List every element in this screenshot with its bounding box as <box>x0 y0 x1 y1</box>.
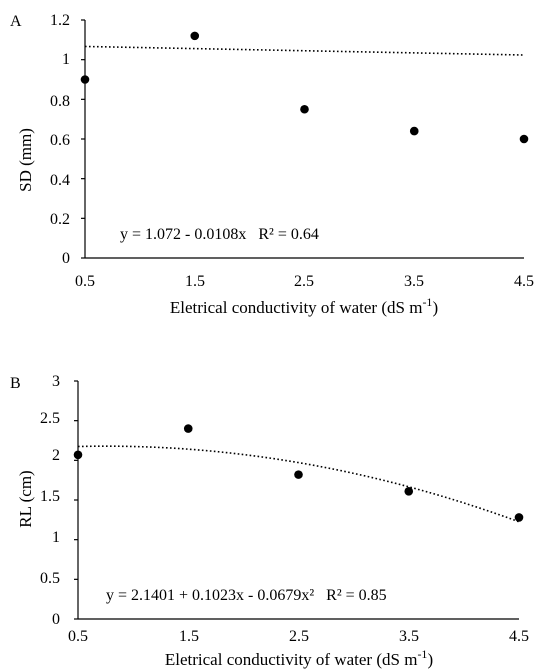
data-point <box>519 134 529 144</box>
y-tick-label: 0.5 <box>40 570 60 587</box>
y-tick-labels-b: 0 0.5 1 1.5 2 2.5 3 <box>40 373 60 628</box>
data-point <box>294 470 303 479</box>
x-tick-label: 1.5 <box>185 273 205 290</box>
x-tick-label: 3.5 <box>399 628 419 645</box>
data-point <box>514 513 524 522</box>
x-tick-label: 1.5 <box>179 628 199 645</box>
y-tick-label: 0.8 <box>50 93 70 110</box>
y-tick-label: 0.2 <box>50 211 70 228</box>
x-tick-label: 3.5 <box>404 273 424 290</box>
data-point <box>404 486 414 496</box>
panel-label-a: A <box>10 13 22 30</box>
x-tick-label: 4.5 <box>514 273 534 290</box>
data-point <box>80 75 90 84</box>
regression-equation-a: y = 1.072 - 0.0108x R² = 0.64 <box>120 226 319 243</box>
y-tick-label: 1 <box>62 51 70 68</box>
y-tick-labels-a: 0 0.2 0.4 0.6 0.8 1 1.2 <box>50 12 70 267</box>
data-point <box>409 126 419 136</box>
data-point <box>190 31 200 41</box>
y-tick-label: 1.2 <box>50 12 70 29</box>
data-point <box>183 424 193 433</box>
y-axis-label-b: RL (cm) <box>16 470 35 527</box>
y-tick-label: 0.4 <box>50 172 70 189</box>
x-tick-label: 2.5 <box>294 273 314 290</box>
y-tick-label: 1.5 <box>40 488 60 505</box>
y-tick-label: 2.5 <box>40 410 60 427</box>
data-point <box>300 104 309 114</box>
chart-a: A SD (mm) 0 0.2 0.4 0.6 0.8 1 1.2 0.5 1.… <box>10 12 534 317</box>
regression-equation-b: y = 2.1401 + 0.1023x - 0.0679x² R² = 0.8… <box>106 587 387 604</box>
x-axis-label-a: Eletrical conductivity of water (dS m-1) <box>170 295 438 317</box>
y-tick-label: 0 <box>52 611 60 628</box>
trendline-b <box>77 445 520 523</box>
y-axis-label-a: SD (mm) <box>16 128 35 192</box>
x-tick-labels-a: 0.5 1.5 2.5 3.5 4.5 <box>75 273 534 290</box>
y-tick-label: 2 <box>52 447 60 464</box>
panel-label-b: B <box>10 375 21 392</box>
y-tick-label: 1 <box>52 529 60 546</box>
y-tick-label: 0.6 <box>50 132 70 149</box>
trendline-a <box>84 45 525 56</box>
x-axis-label-b: Eletrical conductivity of water (dS m-1) <box>165 647 433 669</box>
data-point <box>73 450 83 460</box>
x-tick-label: 4.5 <box>509 628 529 645</box>
y-tick-label: 0 <box>62 250 70 267</box>
y-tick-label: 3 <box>52 373 60 390</box>
x-tick-label: 0.5 <box>68 628 88 645</box>
chart-b: B RL (cm) 0 0.5 1 1.5 2 2.5 3 0.5 1.5 2.… <box>10 373 529 669</box>
x-tick-label: 0.5 <box>75 273 95 290</box>
x-tick-label: 2.5 <box>289 628 309 645</box>
x-tick-labels-b: 0.5 1.5 2.5 3.5 4.5 <box>68 628 529 645</box>
